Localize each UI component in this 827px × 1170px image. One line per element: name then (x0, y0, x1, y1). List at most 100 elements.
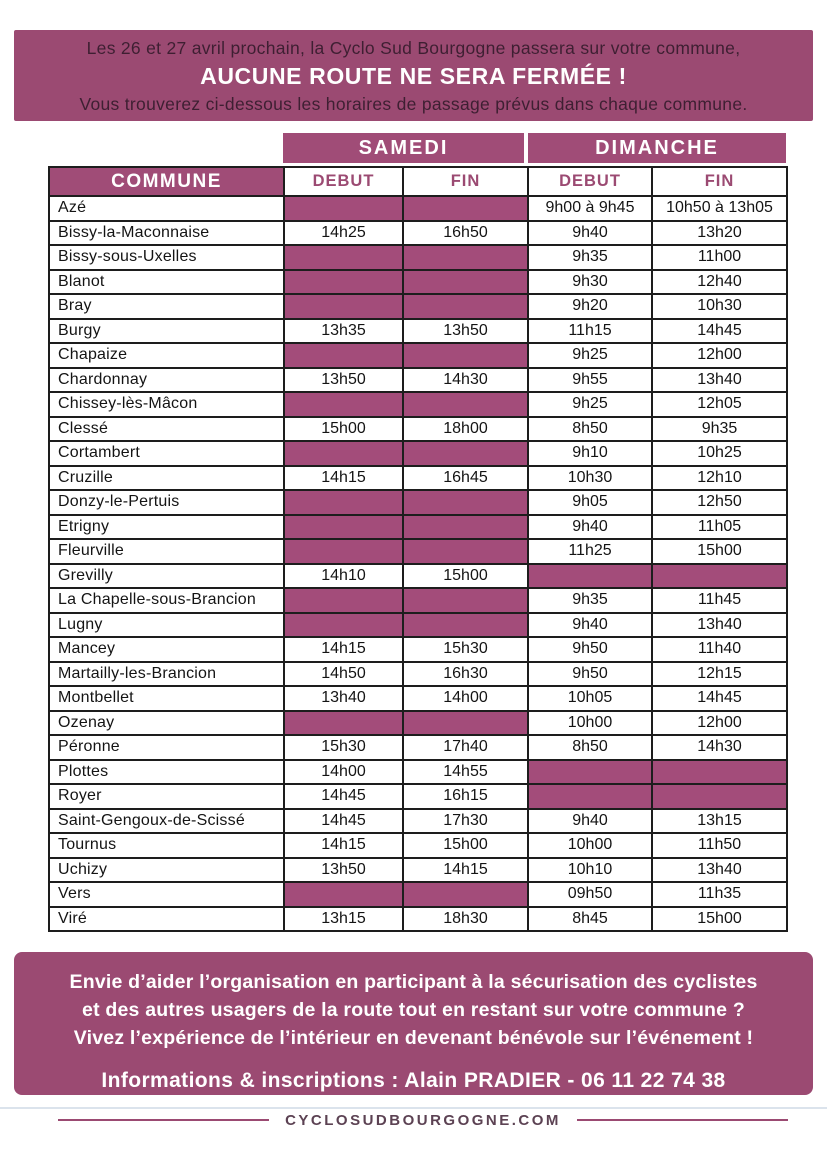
table-row: Martailly-les-Brancion 14h50 16h30 9h50 12h1… (48, 660, 788, 687)
schedule-table: COMMUNE DEBUT FIN DEBUT FIN Azé 9h00 à 9h… (48, 166, 788, 932)
time-cell: 15h00 (283, 415, 404, 442)
time-cell: 10h10 (527, 856, 653, 883)
commune-cell: Bissy-sous-Uxelles (48, 244, 285, 271)
commune-cell: Mancey (48, 636, 285, 663)
commune-cell: Chissey-lès-Mâcon (48, 391, 285, 418)
volunteer-banner: Envie d’aider l’organisation en particip… (14, 952, 813, 1095)
time-cell: 10h30 (651, 293, 788, 320)
time-cell: 11h50 (651, 832, 788, 859)
time-cell (402, 391, 529, 418)
time-cell: 18h00 (402, 415, 529, 442)
commune-cell: Burgy (48, 317, 285, 344)
footer-left-rule (58, 1119, 270, 1121)
time-cell: 9h50 (527, 660, 653, 687)
commune-cell: Cortambert (48, 440, 285, 467)
time-cell: 14h25 (283, 219, 404, 246)
time-cell: 9h40 (527, 807, 653, 834)
commune-cell: Viré (48, 905, 285, 932)
time-cell (283, 538, 404, 565)
table-row: Grevilly 14h10 15h00 (48, 562, 788, 589)
time-cell (402, 268, 529, 295)
time-cell: 15h30 (402, 636, 529, 663)
time-cell: 9h30 (527, 268, 653, 295)
commune-cell: Chardonnay (48, 366, 285, 393)
time-cell: 9h05 (527, 489, 653, 516)
table-row: Péronne 15h30 17h40 8h50 14h30 (48, 734, 788, 761)
website-text: CYCLOSUDBOURGOGNE.COM (285, 1111, 561, 1129)
time-cell: 13h40 (651, 366, 788, 393)
time-cell: 11h00 (651, 244, 788, 271)
volunteer-line: et des autres usagers de la route tout e… (82, 999, 745, 1021)
time-cell: 14h00 (402, 685, 529, 712)
commune-cell: Bray (48, 293, 285, 320)
time-cell: 11h40 (651, 636, 788, 663)
time-cell (283, 611, 404, 638)
commune-cell: Ozenay (48, 709, 285, 736)
volunteer-line: Envie d’aider l’organisation en particip… (69, 971, 758, 993)
time-cell: 9h10 (527, 440, 653, 467)
banner-subtext-line: Vous trouverez ci-dessous les horaires d… (79, 93, 748, 114)
time-cell: 14h30 (402, 366, 529, 393)
commune-cell: Lugny (48, 611, 285, 638)
footer: CYCLOSUDBOURGOGNE.COM (58, 1110, 788, 1130)
schedule-section: SAMEDI DIMANCHE COMMUNE DEBUT FIN DEBUT … (48, 133, 788, 932)
time-cell (651, 562, 788, 589)
time-cell (283, 391, 404, 418)
time-cell: 9h35 (527, 244, 653, 271)
table-row: Tournus 14h15 15h00 10h00 11h50 (48, 832, 788, 859)
time-cell: 9h20 (527, 293, 653, 320)
table-row: Uchizy 13h50 14h15 10h10 13h40 (48, 856, 788, 883)
commune-cell: Vers (48, 881, 285, 908)
time-cell: 9h35 (651, 415, 788, 442)
time-cell: 9h50 (527, 636, 653, 663)
time-cell: 12h10 (651, 464, 788, 491)
commune-cell: Fleurville (48, 538, 285, 565)
commune-cell: Cruzille (48, 464, 285, 491)
table-row: Chardonnay 13h50 14h30 9h55 13h40 (48, 366, 788, 393)
time-cell (651, 758, 788, 785)
time-cell: 14h45 (283, 807, 404, 834)
time-cell: 10h25 (651, 440, 788, 467)
time-cell: 14h55 (402, 758, 529, 785)
time-cell: 14h30 (651, 734, 788, 761)
time-cell: 13h15 (283, 905, 404, 932)
day-header-dimanche: DIMANCHE (528, 133, 786, 163)
time-cell: 09h50 (527, 881, 653, 908)
time-cell: 9h40 (527, 611, 653, 638)
time-cell: 16h45 (402, 464, 529, 491)
dimanche-fin-header: FIN (651, 166, 788, 197)
time-cell (402, 440, 529, 467)
commune-cell: Chapaize (48, 342, 285, 369)
commune-cell: Donzy-le-Pertuis (48, 489, 285, 516)
commune-cell: Clessé (48, 415, 285, 442)
footer-right-rule (576, 1119, 788, 1121)
time-cell: 14h15 (402, 856, 529, 883)
commune-cell: Etrigny (48, 513, 285, 540)
table-row: Ozenay 10h00 12h00 (48, 709, 788, 736)
time-cell: 11h35 (651, 881, 788, 908)
time-cell: 11h05 (651, 513, 788, 540)
time-cell: 8h50 (527, 734, 653, 761)
commune-cell: Uchizy (48, 856, 285, 883)
commune-cell: Tournus (48, 832, 285, 859)
table-row: Vers 09h50 11h35 (48, 881, 788, 908)
time-cell: 14h45 (651, 685, 788, 712)
time-cell: 12h15 (651, 660, 788, 687)
time-cell: 11h25 (527, 538, 653, 565)
time-cell (402, 881, 529, 908)
table-row: Chissey-lès-Mâcon 9h25 12h05 (48, 391, 788, 418)
commune-cell: Saint-Gengoux-de-Scissé (48, 807, 285, 834)
day-header-samedi: SAMEDI (283, 133, 524, 163)
time-cell: 9h00 à 9h45 (527, 195, 653, 222)
time-cell (283, 195, 404, 222)
commune-cell: Azé (48, 195, 285, 222)
time-cell: 12h40 (651, 268, 788, 295)
time-cell: 14h15 (283, 464, 404, 491)
table-row: Fleurville 11h25 15h00 (48, 538, 788, 565)
time-cell: 15h00 (651, 905, 788, 932)
time-cell (402, 195, 529, 222)
time-cell: 13h20 (651, 219, 788, 246)
top-banner: Les 26 et 27 avril prochain, la Cyclo Su… (14, 30, 813, 121)
time-cell (402, 709, 529, 736)
table-row: Chapaize 9h25 12h00 (48, 342, 788, 369)
